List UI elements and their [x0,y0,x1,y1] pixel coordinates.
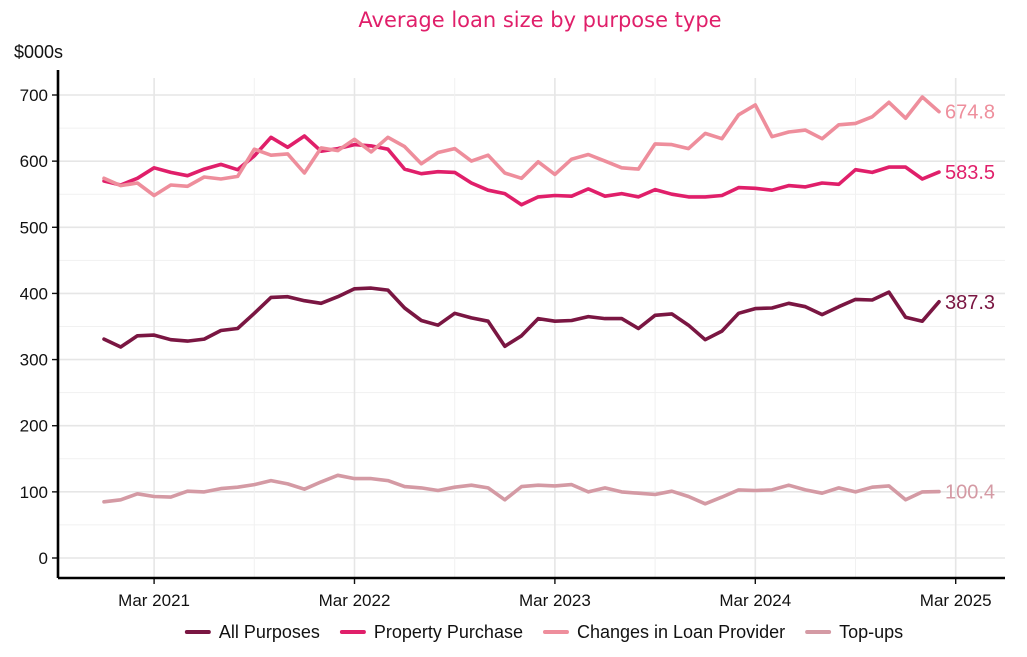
x-tick-label: Mar 2024 [719,591,791,610]
y-unit-label: $000s [14,42,63,62]
end-label: 674.8 [945,102,995,124]
end-label: 387.3 [945,292,995,314]
axes: 0 100 200 300 400 500 600 700 Mar 2021 Mar 2022 Ma… [20,70,1005,610]
legend-item: Top-ups [805,622,903,642]
y-tick-label: 100 [20,483,48,502]
chart-title: Average loan size by purpose type [358,8,722,32]
y-tick-label: 400 [20,284,48,303]
series-line-top-ups [102,473,941,506]
y-tick-label: 600 [20,152,48,171]
series-line-changes-in-loan-provider [102,95,941,198]
series-line-all-purposes [102,286,941,349]
end-labels: 387.3 583.5 674.8 100.4 [945,102,995,504]
series-lines [102,95,941,506]
legend-label: All Purposes [219,622,320,642]
x-tick-label: Mar 2021 [118,591,190,610]
legend-item: Property Purchase [339,622,523,642]
legend-item: Changes in Loan Provider [542,622,785,642]
x-tick-label: Mar 2022 [319,591,391,610]
legend-item: All Purposes [184,622,320,642]
legend-label: Property Purchase [374,622,523,642]
y-tick-label: 500 [20,218,48,237]
legend-label: Top-ups [839,622,903,642]
legend: All Purposes Property Purchase Changes in … [184,622,903,642]
y-tick-label: 200 [20,417,48,436]
y-tick-label: 300 [20,351,48,370]
x-tick-label: Mar 2025 [920,591,992,610]
x-tick-label: Mar 2023 [519,591,591,610]
end-label: 100.4 [945,482,995,504]
grid-lines [58,78,1005,578]
y-tick-label: 0 [39,549,48,568]
legend-label: Changes in Loan Provider [577,622,785,642]
end-label: 583.5 [945,162,995,184]
y-tick-label: 700 [20,86,48,105]
